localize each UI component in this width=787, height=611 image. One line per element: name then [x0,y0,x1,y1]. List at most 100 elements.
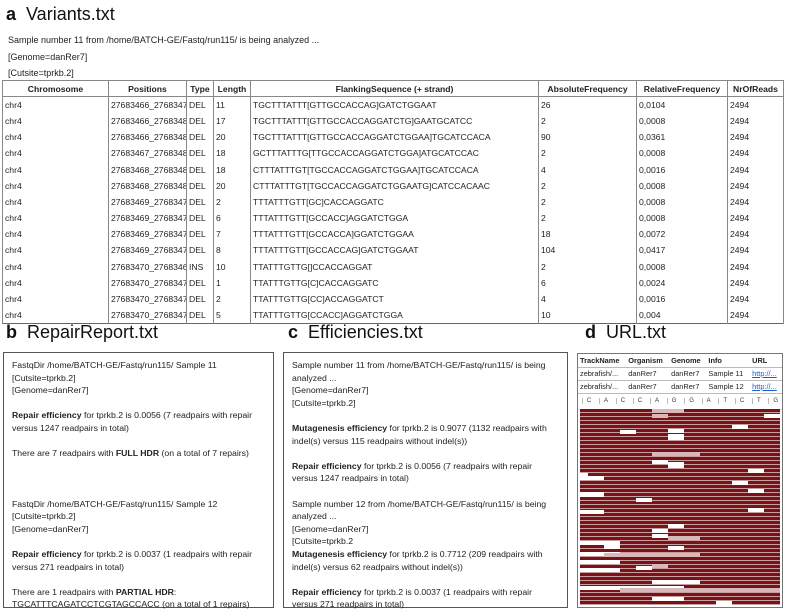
table-cell: 6 [538,274,637,291]
read-gap [668,546,684,551]
table-cell: 2 [213,193,251,210]
table-cell: chr4 [2,161,109,178]
read-gap [652,534,668,539]
read-gap [668,535,700,540]
table-cell: 2494 [727,290,784,308]
table-cell: DEL [186,226,214,243]
ruler-base: T [718,398,727,404]
table-cell: 2494 [727,161,784,178]
read-gap [580,510,604,515]
table-cell: 2494 [727,96,784,113]
text-line: [Cutsite=tprkb.2 [292,536,354,547]
table-row: chr4 27683468_27683485 DEL 18 CTTTATTTGT[TGC… [2,161,784,178]
table-cell: zebrafish/... [578,380,627,394]
read-gap [580,559,620,564]
efficiencies-box: Sample number 11 from /home/BATCH-GE/Fas… [283,352,568,609]
ruler-base: C [581,398,591,404]
read-gap [580,567,620,572]
table-cell: 0,0361 [636,129,728,146]
header-line: [Genome=danRer7] [8,51,88,62]
read-gap [652,563,668,568]
table-cell: TGCTTTATTT[GTTGCCACCAGGATCTGGAA]TGCATCCA… [250,129,539,146]
text-line: [Cutsite=tprkb.2] [292,397,356,408]
table-cell: 27683469_27683470 [108,193,187,210]
table-cell: 27683469_27683474 [108,210,187,227]
table-cell: http://... [750,380,782,394]
table-cell: 4 [538,290,637,308]
table-cell: 2494 [727,307,784,324]
ruler-base: G [684,398,694,404]
table-cell: 0,0072 [636,226,728,243]
table-cell: 2 [538,258,637,275]
header-line: Sample number 11 from /home/BATCH-GE/Fas… [8,35,320,45]
table-cell: chr4 [2,290,109,308]
read-gap [764,414,780,419]
table-cell: 2494 [727,274,784,291]
table-cell: chr4 [2,258,109,275]
read-gap [732,425,748,429]
column-header: Organism [626,354,670,368]
table-cell: chr4 [2,96,109,113]
table-row: chr4 27683469_27683470 DEL 2 TTTATTTGTT[GC]C… [2,193,784,210]
read-gap [580,473,588,477]
table-cell: 2494 [727,112,784,130]
table-cell: 2494 [727,145,784,162]
table-cell: 27683467_27683484 [108,145,187,162]
read-gap [732,481,748,485]
variants-table: Chromosome Positions Type Length FlankingSeq… [2,79,784,324]
table-row: chr4 27683468_27683487 DEL 20 CTTTATTTGT[TGC… [2,177,784,194]
table-cell: 0,0417 [636,242,728,259]
table-cell: 27683466_27683482 [108,112,187,130]
read-gap [748,507,764,512]
read-gap [580,551,620,556]
url-link[interactable]: http://... [752,369,777,378]
text-line: FastqDir /home/BATCH-GE/Fastq/run115/ Sa… [12,498,218,509]
table-cell: 11 [213,96,251,113]
panel-d-title: d URL.txt [585,322,667,342]
table-cell: DEL [186,161,214,178]
column-header: Chromosome [2,79,109,98]
table-cell: 2494 [727,242,784,259]
table-cell: 2494 [727,258,784,275]
column-header: AbsoluteFrequency [538,79,637,98]
table-cell: 2494 [727,226,784,243]
table-cell: 2 [538,112,637,130]
table-cell: 2 [538,145,637,162]
table-cell: 27683466_27683485 [108,129,187,146]
table-cell: 10 [213,258,251,275]
table-row: zebrafish/... danRer7 danRer7 Sample 12 http… [578,380,782,394]
table-cell: 0,0008 [636,193,728,210]
url-link[interactable]: http://... [752,382,777,391]
table-cell: 27683468_27683487 [108,177,187,194]
table-cell: TGCTTTATTT[GTTGCCACCAG]GATCTGGAAT [250,96,539,113]
panel-a-title: a Variants.txt [6,4,115,24]
repair-efficiency-s12: Repair efficiency for tprkb.2 is 0.0037 … [12,548,252,572]
table-row: chr4 27683469_27683475 DEL 7 TTTATTTGTT[GCCA… [2,226,784,243]
table-row: chr4 27683470_27683471 DEL 2 TTATTTGTTG[CC]A… [2,290,784,308]
table-cell: 7 [213,226,251,243]
hdr-s12: There are 1 readpairs with PARTIAL HDR: … [12,586,250,610]
table-cell: chr4 [2,129,109,146]
column-header: RelativeFrequency [636,79,728,98]
table-cell: chr4 [2,177,109,194]
table-cell: 5 [213,307,251,324]
table-cell: DEL [186,112,214,130]
column-header: URL [750,354,782,368]
table-cell: 0,0008 [636,177,728,194]
ruler-base: A [649,398,659,404]
table-cell: TTTATTTGTT[GCCACCA]GGATCTGGAA [250,226,539,243]
table-cell: DEL [186,307,214,324]
table-cell: 0,0104 [636,96,728,113]
ruler-base: C [615,398,625,404]
table-row: chr4 27683466_27683485 DEL 20 TGCTTTATTT[GTT… [2,129,784,146]
column-header: Length [213,79,251,98]
read-gap [668,429,684,433]
table-cell: TTTATTTGTT[GCCACCAG]GATCTGGAAT [250,242,539,259]
column-header: Positions [108,79,187,98]
table-cell: chr4 [2,112,109,130]
url-panel: TrackName Organism Genome Info URL zebrafish… [577,353,783,608]
table-cell: Sample 12 [706,380,751,394]
table-cell: INS [186,258,214,275]
table-cell: 27683466_27683476 [108,96,187,113]
